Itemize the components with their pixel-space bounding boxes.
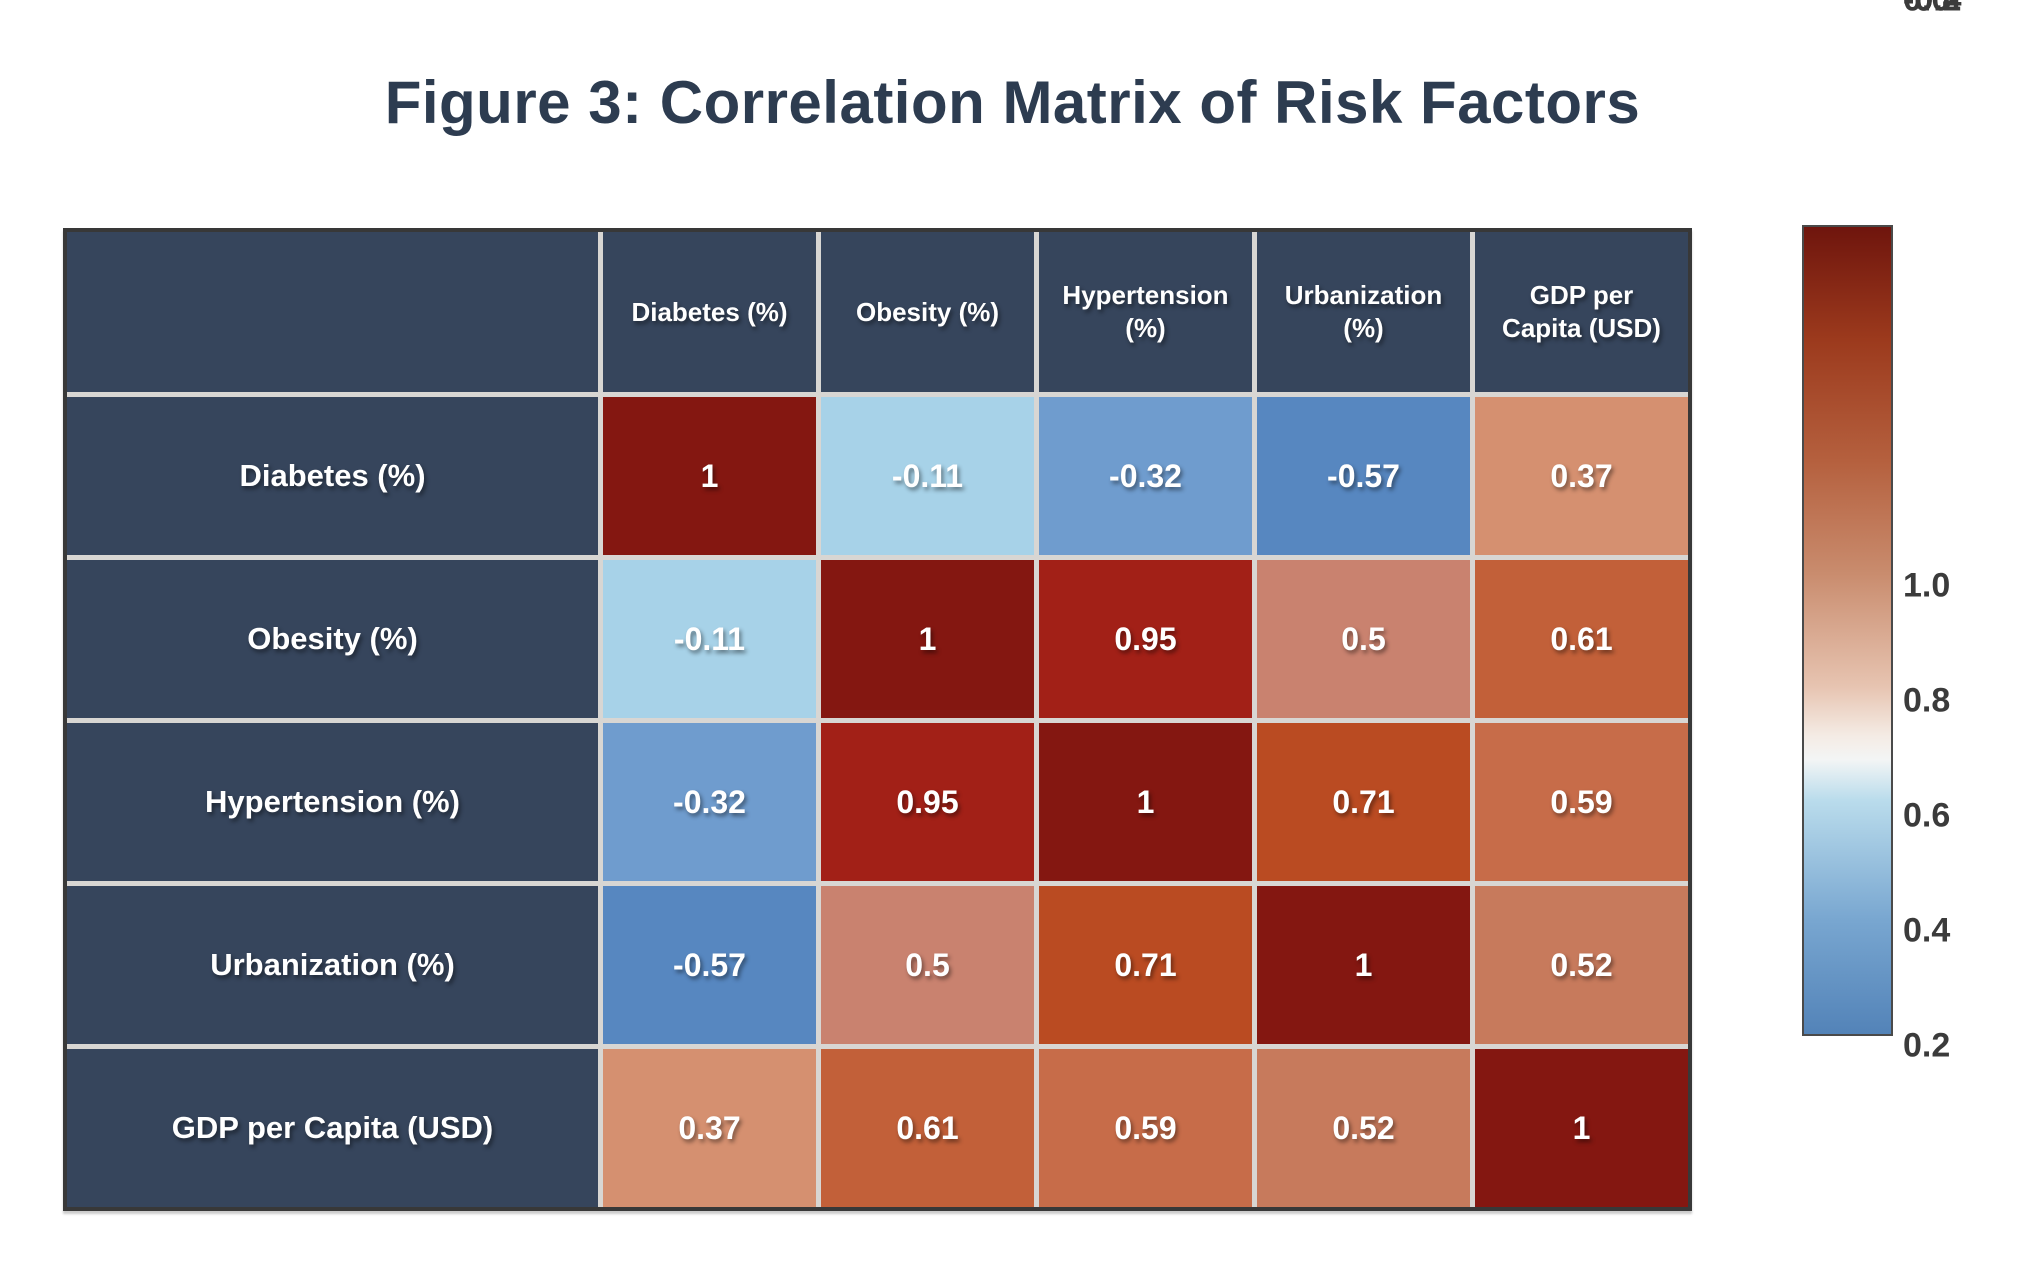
matrix-cell: 0.71 xyxy=(1039,886,1252,1044)
matrix-cell: 0.52 xyxy=(1475,886,1688,1044)
corner-cell xyxy=(67,232,598,392)
matrix-cell: -0.32 xyxy=(603,723,816,881)
matrix-cell: 0.61 xyxy=(1475,560,1688,718)
matrix-cell: 1 xyxy=(821,560,1034,718)
colorbar-tick-label: 0.0 xyxy=(1903,0,1950,20)
matrix-cell: 0.59 xyxy=(1039,1049,1252,1207)
matrix-cell: 0.37 xyxy=(603,1049,816,1207)
matrix-cell: 1 xyxy=(603,397,816,555)
matrix-cell: 1 xyxy=(1039,723,1252,881)
column-header: Diabetes (%) xyxy=(603,232,816,392)
correlation-matrix: Diabetes (%) Obesity (%) Hypertension (%… xyxy=(63,228,1692,1211)
matrix-cell: -0.57 xyxy=(603,886,816,1044)
colorbar-tick-label: 0.8 xyxy=(1903,681,1951,720)
colorbar-tick-label: 1.0 xyxy=(1903,566,1951,605)
row-header: Hypertension (%) xyxy=(67,723,598,881)
matrix-cell: 0.5 xyxy=(1257,560,1470,718)
matrix-cell: 1 xyxy=(1257,886,1470,1044)
matrix-cell: 0.37 xyxy=(1475,397,1688,555)
matrix-cell: 0.61 xyxy=(821,1049,1034,1207)
row-header: GDP per Capita (USD) xyxy=(67,1049,598,1207)
matrix-cell: -0.11 xyxy=(821,397,1034,555)
matrix-cell: 0.59 xyxy=(1475,723,1688,881)
matrix-cell: 1 xyxy=(1475,1049,1688,1207)
colorbar xyxy=(1802,225,1893,1036)
colorbar-tick-label: -0.2 xyxy=(1903,0,1962,20)
matrix-cell: 0.71 xyxy=(1257,723,1470,881)
matrix-cell: 0.52 xyxy=(1257,1049,1470,1207)
matrix-cell: -0.11 xyxy=(603,560,816,718)
matrix-cell: 0.95 xyxy=(1039,560,1252,718)
row-header: Diabetes (%) xyxy=(67,397,598,555)
column-header: Obesity (%) xyxy=(821,232,1034,392)
colorbar-gradient xyxy=(1804,227,1891,1034)
row-header: Urbanization (%) xyxy=(67,886,598,1044)
matrix-cell: -0.57 xyxy=(1257,397,1470,555)
colorbar-tick-label: -0.4 xyxy=(1903,0,1962,20)
column-header: GDP per Capita (USD) xyxy=(1475,232,1688,392)
column-header: Urbanization (%) xyxy=(1257,232,1470,392)
figure-title: Figure 3: Correlation Matrix of Risk Fac… xyxy=(384,69,1641,136)
colorbar-tick-label: 0.4 xyxy=(1903,911,1951,950)
matrix-cell: 0.95 xyxy=(821,723,1034,881)
row-header: Obesity (%) xyxy=(67,560,598,718)
column-header: Hypertension (%) xyxy=(1039,232,1252,392)
colorbar-tick-label: 0.6 xyxy=(1903,796,1951,835)
colorbar-tick-label: 0.2 xyxy=(1903,1026,1951,1065)
matrix-cell: -0.32 xyxy=(1039,397,1252,555)
matrix-cell: 0.5 xyxy=(821,886,1034,1044)
